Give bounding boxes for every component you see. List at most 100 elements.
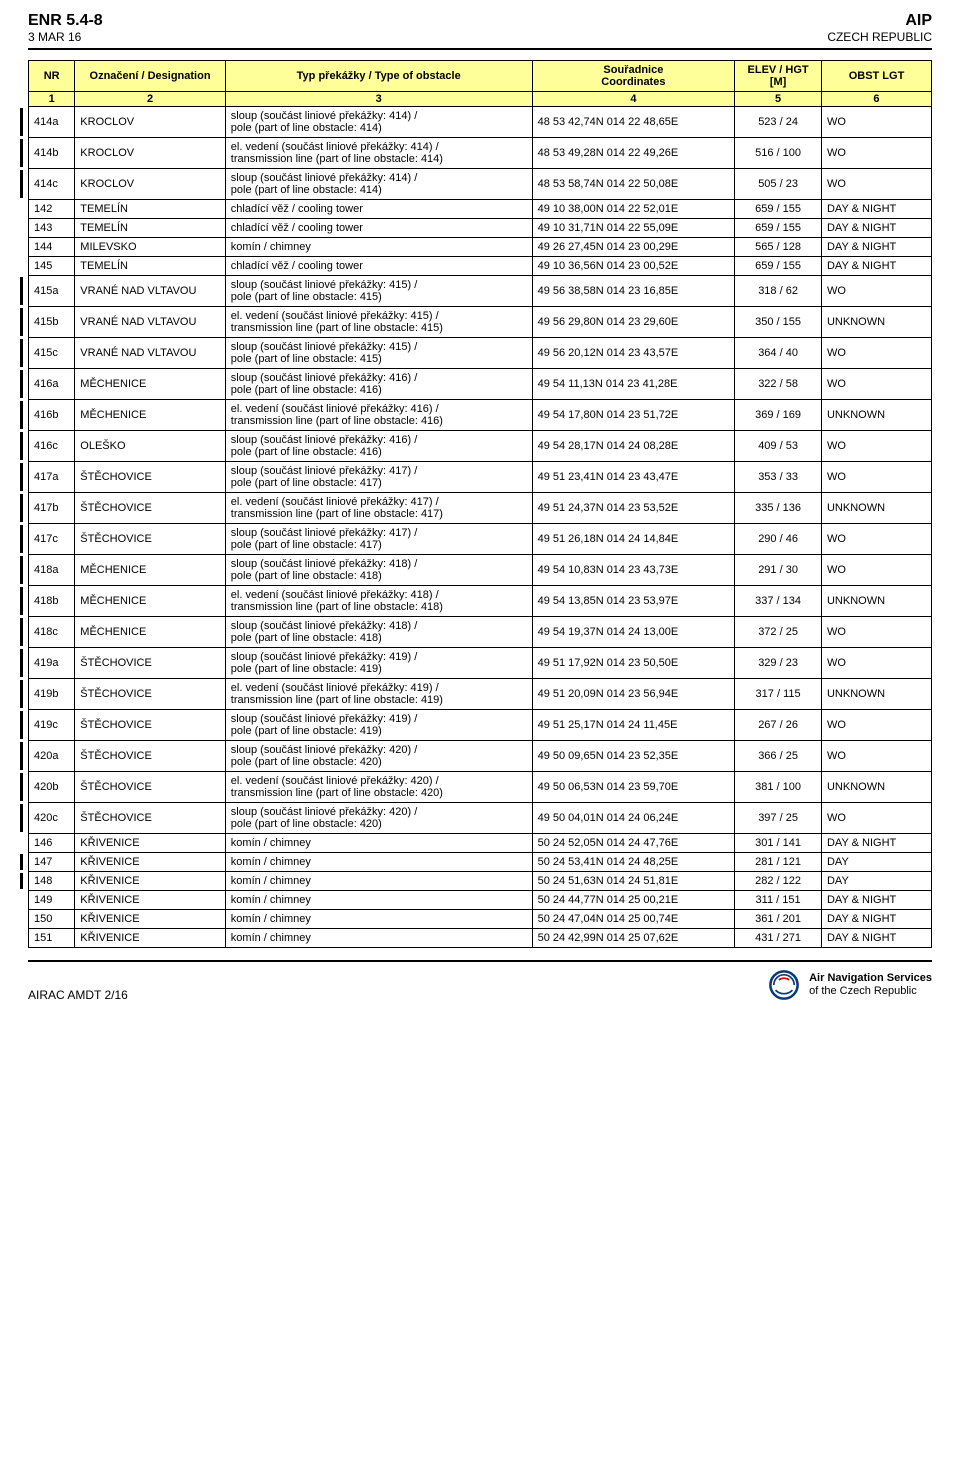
cell-lgt: DAY & NIGHT — [821, 200, 931, 219]
cell-elev: 290 / 46 — [735, 524, 822, 555]
footer-logo: Air Navigation Services of the Czech Rep… — [767, 968, 932, 1002]
cell-elev: 329 / 23 — [735, 648, 822, 679]
cell-nr: 420a — [29, 741, 75, 772]
th-n5: 5 — [735, 92, 822, 107]
cell-coord: 49 51 23,41N 014 23 43,47E — [532, 462, 735, 493]
th-coord: SouřadniceCoordinates — [532, 61, 735, 92]
cell-desig: KŘIVENICE — [75, 872, 226, 891]
cell-lgt: WO — [821, 431, 931, 462]
cell-nr: 416c — [29, 431, 75, 462]
cell-elev: 350 / 155 — [735, 307, 822, 338]
cell-nr: 147 — [29, 853, 75, 872]
cell-type: sloup (součást liniové překážky: 417) /p… — [225, 524, 532, 555]
cell-lgt: WO — [821, 462, 931, 493]
cell-elev: 565 / 128 — [735, 238, 822, 257]
cell-coord: 50 24 44,77N 014 25 00,21E — [532, 891, 735, 910]
cell-desig: ŠTĚCHOVICE — [75, 741, 226, 772]
cell-nr: 416a — [29, 369, 75, 400]
cell-desig: OLEŠKO — [75, 431, 226, 462]
cell-coord: 49 50 06,53N 014 23 59,70E — [532, 772, 735, 803]
cell-desig: ŠTĚCHOVICE — [75, 679, 226, 710]
cell-type: sloup (součást liniové překážky: 415) /p… — [225, 276, 532, 307]
cell-nr: 416b — [29, 400, 75, 431]
footer-logo-l2: of the Czech Republic — [809, 985, 932, 998]
cell-elev: 366 / 25 — [735, 741, 822, 772]
cell-lgt: DAY & NIGHT — [821, 891, 931, 910]
cell-coord: 49 51 17,92N 014 23 50,50E — [532, 648, 735, 679]
cell-type: sloup (součást liniové překážky: 418) /p… — [225, 617, 532, 648]
cell-elev: 281 / 121 — [735, 853, 822, 872]
cell-desig: VRANÉ NAD VLTAVOU — [75, 307, 226, 338]
cell-type: el. vedení (součást liniové překážky: 42… — [225, 772, 532, 803]
cell-lgt: DAY & NIGHT — [821, 910, 931, 929]
cell-nr: 414b — [29, 138, 75, 169]
cell-desig: KŘIVENICE — [75, 853, 226, 872]
th-n1: 1 — [29, 92, 75, 107]
cell-desig: KROCLOV — [75, 169, 226, 200]
cell-coord: 49 54 13,85N 014 23 53,97E — [532, 586, 735, 617]
cell-nr: 419b — [29, 679, 75, 710]
cell-elev: 659 / 155 — [735, 257, 822, 276]
cell-desig: KŘIVENICE — [75, 834, 226, 853]
cell-lgt: DAY & NIGHT — [821, 238, 931, 257]
cell-elev: 364 / 40 — [735, 338, 822, 369]
cell-elev: 409 / 53 — [735, 431, 822, 462]
table-row: 143TEMELÍNchladící věž / cooling tower49… — [29, 219, 932, 238]
cell-lgt: WO — [821, 617, 931, 648]
cell-elev: 291 / 30 — [735, 555, 822, 586]
cell-nr: 418b — [29, 586, 75, 617]
table-row: 416aMĚCHENICEsloup (součást liniové přek… — [29, 369, 932, 400]
cell-lgt: WO — [821, 710, 931, 741]
cell-desig: MĚCHENICE — [75, 586, 226, 617]
obstacle-table: NR Označení / Designation Typ překážky /… — [28, 60, 932, 948]
header-left-date: 3 MAR 16 — [28, 30, 103, 44]
cell-elev: 369 / 169 — [735, 400, 822, 431]
cell-desig: TEMELÍN — [75, 219, 226, 238]
cell-type: sloup (součást liniové překážky: 420) /p… — [225, 803, 532, 834]
cell-lgt: DAY — [821, 872, 931, 891]
cell-lgt: DAY & NIGHT — [821, 834, 931, 853]
cell-desig: ŠTĚCHOVICE — [75, 493, 226, 524]
cell-elev: 361 / 201 — [735, 910, 822, 929]
cell-type: sloup (součást liniové překážky: 414) /p… — [225, 169, 532, 200]
cell-desig: ŠTĚCHOVICE — [75, 462, 226, 493]
table-row: 151KŘIVENICEkomín / chimney50 24 42,99N … — [29, 929, 932, 948]
cell-elev: 353 / 33 — [735, 462, 822, 493]
cell-coord: 49 51 26,18N 014 24 14,84E — [532, 524, 735, 555]
table-row: 418cMĚCHENICEsloup (součást liniové přek… — [29, 617, 932, 648]
cell-elev: 317 / 115 — [735, 679, 822, 710]
cell-type: komín / chimney — [225, 872, 532, 891]
cell-lgt: UNKNOWN — [821, 679, 931, 710]
cell-type: sloup (součást liniové překážky: 420) /p… — [225, 741, 532, 772]
cell-coord: 49 50 09,65N 014 23 52,35E — [532, 741, 735, 772]
cell-type: sloup (součást liniové překážky: 416) /p… — [225, 431, 532, 462]
table-row: 142TEMELÍNchladící věž / cooling tower49… — [29, 200, 932, 219]
cell-nr: 417c — [29, 524, 75, 555]
cell-desig: ŠTĚCHOVICE — [75, 648, 226, 679]
table-row: 420bŠTĚCHOVICEel. vedení (součást liniov… — [29, 772, 932, 803]
cell-lgt: UNKNOWN — [821, 400, 931, 431]
cell-elev: 318 / 62 — [735, 276, 822, 307]
cell-coord: 49 51 24,37N 014 23 53,52E — [532, 493, 735, 524]
cell-desig: VRANÉ NAD VLTAVOU — [75, 338, 226, 369]
table-row: 415bVRANÉ NAD VLTAVOUel. vedení (součást… — [29, 307, 932, 338]
cell-type: sloup (součást liniové překážky: 419) /p… — [225, 710, 532, 741]
cell-type: chladící věž / cooling tower — [225, 219, 532, 238]
cell-nr: 418c — [29, 617, 75, 648]
table-row: 419bŠTĚCHOVICEel. vedení (součást liniov… — [29, 679, 932, 710]
cell-lgt: WO — [821, 648, 931, 679]
cell-type: komín / chimney — [225, 238, 532, 257]
cell-coord: 50 24 47,04N 014 25 00,74E — [532, 910, 735, 929]
table-row: 415aVRANÉ NAD VLTAVOUsloup (součást lini… — [29, 276, 932, 307]
cell-coord: 49 54 17,80N 014 23 51,72E — [532, 400, 735, 431]
cell-type: sloup (součást liniové překážky: 419) /p… — [225, 648, 532, 679]
table-row: 414aKROCLOVsloup (součást liniové překáž… — [29, 107, 932, 138]
th-type: Typ překážky / Type of obstacle — [225, 61, 532, 92]
cell-lgt: UNKNOWN — [821, 493, 931, 524]
cell-lgt: DAY & NIGHT — [821, 219, 931, 238]
cell-coord: 49 54 11,13N 014 23 41,28E — [532, 369, 735, 400]
table-row: 144MILEVSKOkomín / chimney49 26 27,45N 0… — [29, 238, 932, 257]
cell-coord: 49 50 04,01N 014 24 06,24E — [532, 803, 735, 834]
cell-type: el. vedení (součást liniové překážky: 41… — [225, 679, 532, 710]
cell-elev: 516 / 100 — [735, 138, 822, 169]
